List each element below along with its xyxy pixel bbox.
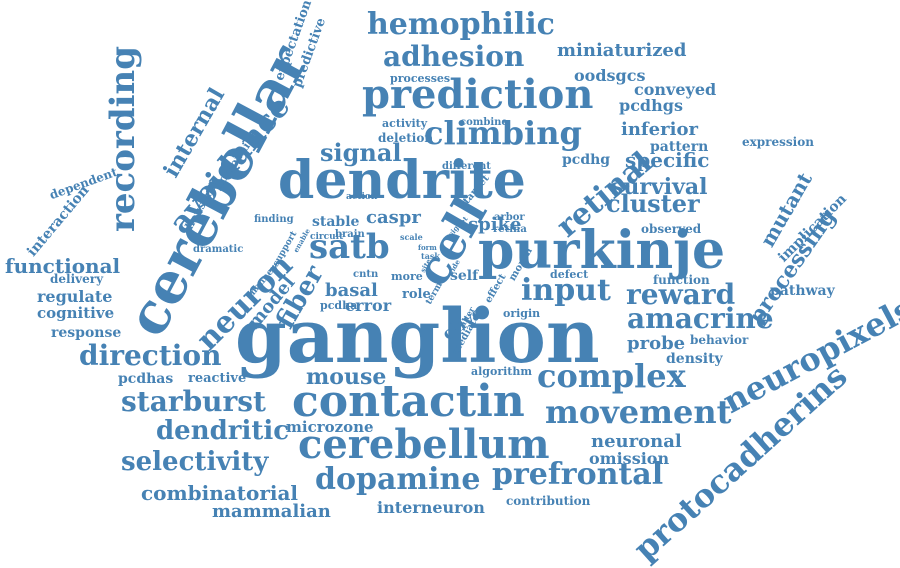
word-signal: signal — [320, 138, 402, 167]
word-action: action — [346, 192, 378, 202]
word-adhesion: adhesion — [383, 40, 525, 73]
word-pattern: pattern — [650, 139, 709, 155]
word-probe: probe — [627, 333, 686, 354]
word-mammalian: mammalian — [212, 501, 331, 522]
word-origin: origin — [503, 307, 541, 320]
word-reactive: reactive — [188, 371, 247, 386]
word-role: role — [402, 287, 431, 302]
word-processes: processes — [390, 72, 451, 85]
word-finding: finding — [254, 214, 294, 225]
word-response: response — [51, 325, 122, 341]
word-satb: satb — [309, 227, 390, 267]
word-caspr: caspr — [366, 207, 421, 228]
word-cognitive: cognitive — [37, 304, 115, 322]
word-functional: functional — [5, 254, 121, 278]
word-dendritic: dendritic — [156, 416, 290, 446]
word-cloud: ganglion cerebellar purkinje dendrite cell co… — [5, 0, 900, 568]
word-purkinje: purkinje — [478, 220, 726, 281]
word-ganglion: ganglion — [235, 294, 600, 380]
word-neuronal: neuronal — [591, 431, 682, 452]
word-inferior: inferior — [621, 119, 698, 140]
word-cntn: cntn — [353, 269, 379, 280]
word-reward: reward — [626, 278, 736, 311]
word-defect: defect — [550, 268, 589, 281]
word-brain: brain — [335, 229, 365, 240]
word-more: more — [391, 270, 423, 283]
word-pcdhg: pcdhg — [562, 152, 611, 168]
word-dendrite: dendrite — [278, 150, 526, 211]
word-input: input — [521, 273, 611, 308]
word-amacrine: amacrine — [627, 302, 774, 335]
word-combinatorial: combinatorial — [141, 481, 299, 505]
word-specific: specific — [625, 148, 710, 172]
word-selectivity: selectivity — [121, 447, 269, 477]
word-contactin: contactin — [292, 376, 525, 427]
word-omission: omission — [589, 449, 670, 468]
word-basal: basal — [325, 280, 378, 301]
word-direction: direction — [79, 339, 222, 372]
word-survival: survival — [611, 174, 708, 200]
word-hemophilic: hemophilic — [367, 7, 555, 42]
word-cluster: cluster — [606, 189, 700, 218]
word-interneuron: interneuron — [377, 498, 485, 517]
word-complex: complex — [537, 357, 686, 395]
word-regulate: regulate — [37, 287, 113, 306]
word-arbor: arbor — [494, 212, 525, 223]
word-climbing: climbing — [424, 114, 582, 152]
word-expression: expression — [742, 135, 814, 149]
word-recording: recording — [103, 45, 143, 232]
word-combine: combine — [460, 117, 508, 128]
word-deletion: deletion — [378, 131, 434, 145]
word-task: task — [421, 251, 440, 261]
word-behavior: behavior — [690, 333, 749, 347]
word-pathway: pathway — [770, 283, 835, 299]
word-activity: activity — [382, 117, 428, 130]
word-microzone: microzone — [286, 418, 374, 436]
word-function: function — [653, 273, 710, 287]
word-pcdhas: pcdhas — [118, 371, 174, 387]
word-prefrontal: prefrontal — [492, 457, 664, 492]
word-spike: spike — [468, 214, 522, 235]
word-pcdhgs: pcdhgs — [619, 96, 683, 115]
word-mouse: mouse — [306, 364, 387, 390]
word-algorithm: algorithm — [471, 365, 533, 378]
word-starburst: starburst — [121, 385, 266, 418]
word-stable: stable — [312, 214, 360, 230]
word-contribution: contribution — [506, 494, 591, 508]
word-observed: observed — [641, 222, 702, 236]
word-density: density — [666, 351, 723, 367]
word-conveyed: conveyed — [634, 80, 717, 99]
word-movement: movement — [545, 393, 732, 431]
word-different: different — [442, 161, 491, 172]
word-form: form — [418, 243, 437, 252]
word-dopamine: dopamine — [315, 462, 481, 497]
word-oodsgcs: oodsgcs — [574, 66, 646, 85]
word-dramatic: dramatic — [193, 244, 244, 255]
word-circuit: circuit — [310, 232, 344, 242]
word-retina: retina — [493, 224, 527, 235]
word-delivery: delivery — [50, 272, 104, 286]
word-scale: scale — [400, 232, 423, 242]
word-miniaturized: miniaturized — [557, 40, 687, 61]
word-self: self — [450, 268, 479, 284]
word-cerebellum: cerebellum — [298, 421, 550, 468]
word-pcdha: pcdha — [320, 299, 358, 312]
word-error: error — [345, 296, 392, 315]
word-prediction: prediction — [362, 71, 594, 118]
